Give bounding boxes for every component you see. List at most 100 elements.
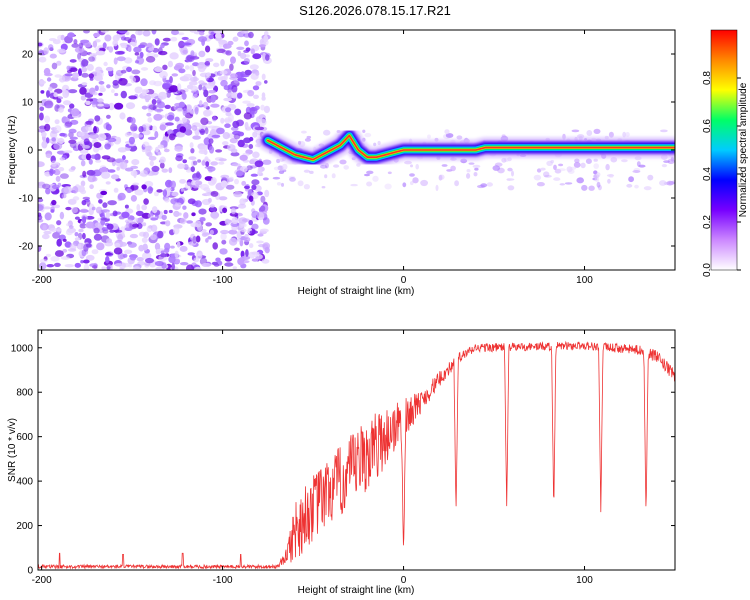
noise-blob	[69, 103, 75, 109]
noise-blob	[122, 253, 128, 258]
noise-blob	[220, 80, 228, 87]
noise-blob	[621, 159, 628, 163]
noise-blob	[158, 91, 168, 100]
noise-blob	[127, 242, 137, 248]
snr-y-ticks: 0 200 400 600 800 1000	[11, 343, 675, 577]
noise-blob	[632, 170, 641, 173]
noise-blob	[134, 189, 144, 196]
noise-blob	[56, 228, 62, 232]
noise-blob	[157, 101, 165, 109]
noise-blob	[209, 129, 217, 137]
noise-blob	[116, 56, 126, 62]
noise-blob	[120, 161, 128, 170]
noise-blob	[69, 67, 78, 72]
noise-blob	[331, 173, 336, 179]
noise-blob	[242, 218, 250, 222]
noise-blob	[154, 38, 160, 46]
noise-blob	[194, 106, 199, 115]
noise-blob	[182, 159, 187, 164]
noise-blob	[233, 191, 243, 198]
noise-blob	[81, 199, 87, 206]
noise-blob	[128, 264, 133, 268]
noise-blob	[77, 132, 85, 137]
noise-blob	[181, 92, 187, 100]
noise-blob	[92, 91, 98, 96]
noise-blob	[243, 185, 250, 189]
noise-blob	[177, 32, 185, 36]
noise-blob	[586, 130, 593, 136]
noise-blob	[450, 165, 456, 172]
noise-blob	[62, 238, 67, 242]
y-tick-label: 800	[16, 388, 33, 399]
noise-blob	[194, 200, 202, 208]
noise-blob	[224, 257, 233, 262]
noise-blob	[202, 198, 211, 206]
noise-blob	[89, 263, 98, 268]
noise-blob	[216, 48, 226, 54]
noise-blob	[101, 103, 110, 108]
noise-blob	[473, 172, 478, 177]
noise-blob	[486, 182, 493, 187]
noise-blob	[97, 98, 104, 103]
noise-blob	[138, 44, 146, 49]
noise-blob	[574, 158, 580, 164]
noise-blob	[234, 108, 242, 116]
noise-blob	[163, 209, 168, 215]
noise-blob	[88, 56, 95, 62]
noise-blob	[107, 137, 117, 143]
noise-blob	[247, 90, 255, 97]
noise-blob	[232, 266, 237, 270]
noise-blob	[225, 107, 232, 113]
noise-blob	[167, 60, 173, 68]
noise-blob	[59, 75, 66, 83]
noise-blob	[153, 191, 159, 197]
noise-blob	[608, 131, 614, 138]
noise-blob	[80, 208, 88, 213]
noise-blob	[199, 31, 205, 36]
noise-blob	[244, 40, 249, 47]
noise-blob	[272, 176, 281, 180]
noise-blob	[61, 194, 67, 199]
y-tick-label: -10	[19, 194, 34, 205]
noise-blob	[71, 43, 80, 48]
noise-blob	[192, 135, 201, 140]
noise-blob	[638, 164, 646, 168]
noise-blob	[215, 32, 222, 39]
colorbar-tick-label: 0.2	[702, 215, 713, 229]
noise-blob	[492, 165, 501, 171]
noise-blob	[38, 49, 44, 56]
noise-blob	[57, 137, 65, 145]
noise-blob	[148, 104, 158, 110]
y-tick-label: 0	[27, 146, 33, 157]
noise-blob	[246, 103, 255, 107]
noise-blob	[220, 232, 227, 241]
noise-blob	[240, 166, 248, 173]
noise-blob	[212, 116, 217, 122]
noise-blob	[183, 73, 193, 79]
noise-blob	[136, 257, 144, 262]
noise-blob	[162, 189, 168, 197]
noise-blob	[162, 82, 172, 89]
noise-blob	[154, 131, 159, 139]
noise-blob	[68, 225, 74, 229]
noise-blob	[150, 224, 158, 232]
noise-blob	[257, 167, 262, 175]
noise-blob	[69, 136, 78, 140]
noise-blob	[454, 180, 459, 187]
noise-blob	[86, 63, 94, 72]
noise-blob	[160, 43, 165, 49]
noise-blob	[228, 229, 238, 235]
noise-blob	[93, 227, 100, 234]
noise-blob	[142, 252, 152, 260]
noise-blob	[180, 262, 189, 266]
noise-blob	[142, 30, 151, 37]
noise-blob	[261, 73, 266, 81]
noise-blob	[202, 232, 210, 236]
noise-blob	[121, 211, 130, 219]
noise-blob	[190, 85, 199, 92]
noise-blob	[91, 206, 96, 211]
noise-blob	[42, 183, 51, 190]
noise-blob	[60, 34, 65, 41]
noise-blob	[564, 182, 573, 185]
noise-blob	[164, 198, 170, 203]
